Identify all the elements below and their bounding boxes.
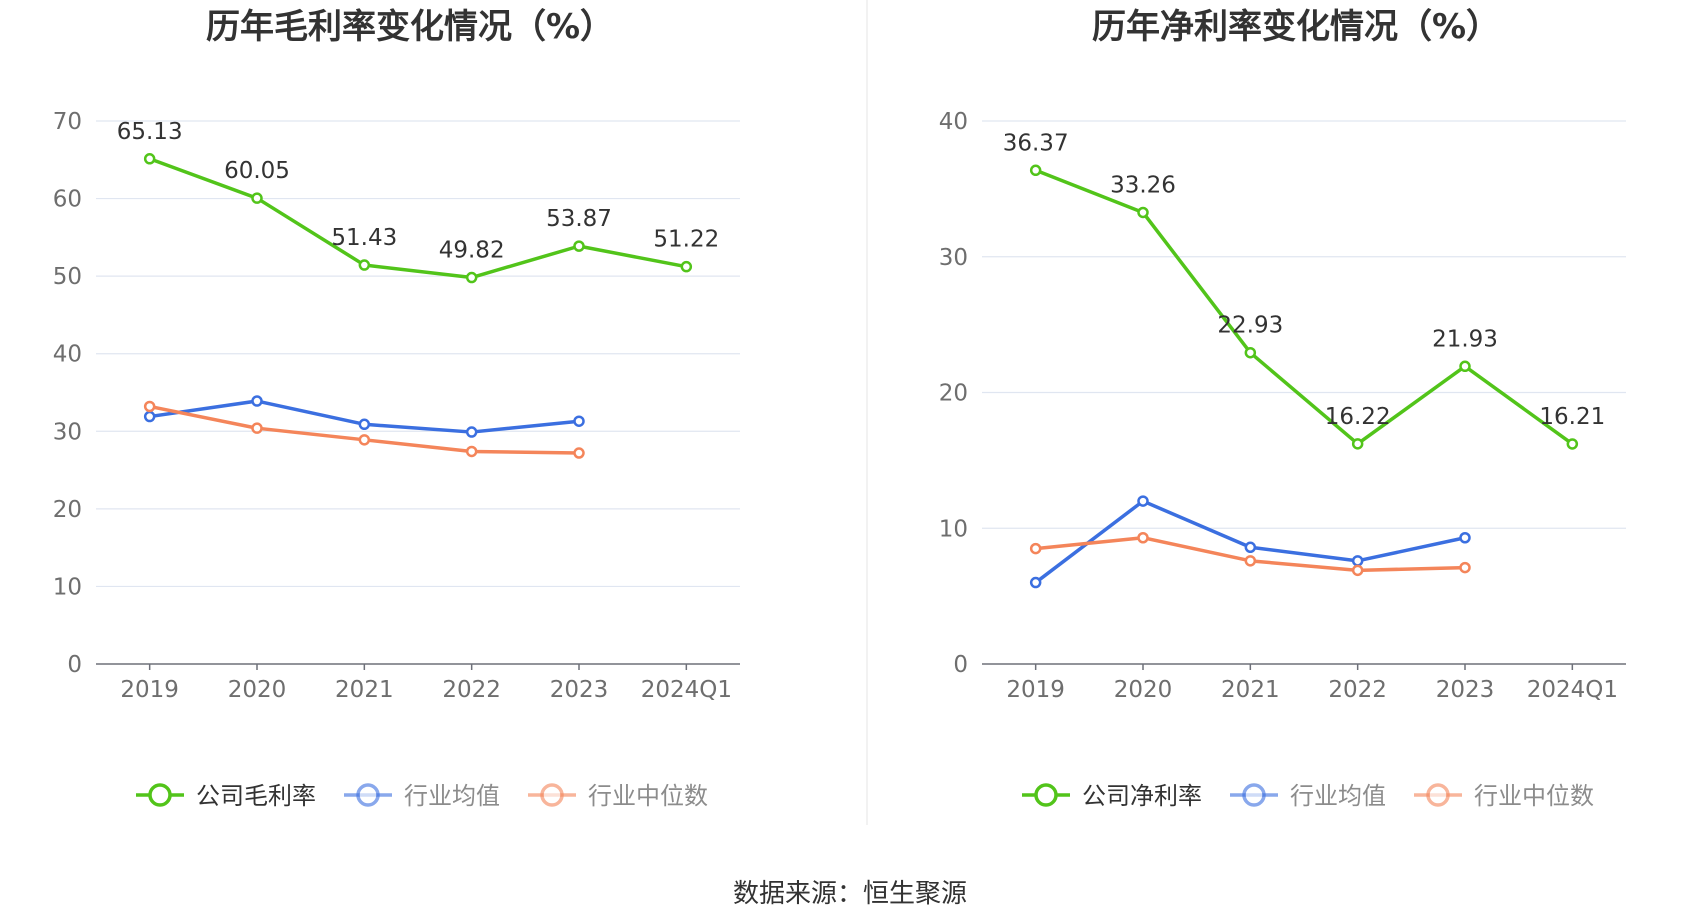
data-label: 51.43 <box>331 225 397 251</box>
data-point[interactable] <box>1244 555 1257 567</box>
y-tick-label: 30 <box>53 419 82 445</box>
data-label: 16.21 <box>1539 404 1605 430</box>
data-point[interactable] <box>1137 532 1149 544</box>
data-point[interactable] <box>1459 561 1471 574</box>
data-label: 36.37 <box>1003 130 1069 156</box>
legend-swatch-marker <box>1242 783 1266 807</box>
data-point[interactable] <box>358 259 371 271</box>
x-tick-label: 2023 <box>1436 677 1495 703</box>
x-tick-label: 2021 <box>335 677 394 703</box>
chart-title: 历年毛利率变化情况（%） <box>206 7 614 47</box>
data-label: 51.22 <box>653 227 719 253</box>
data-point[interactable] <box>1029 164 1042 177</box>
legend-label: 行业中位数 <box>1474 782 1594 810</box>
data-point[interactable] <box>143 153 156 165</box>
legend-item-0[interactable]: 公司毛利率 <box>136 782 316 810</box>
data-point[interactable] <box>573 447 585 459</box>
data-point[interactable] <box>251 192 263 204</box>
data-label: 53.87 <box>546 206 612 232</box>
y-tick-label: 20 <box>939 381 968 407</box>
data-label: 65.13 <box>117 119 183 145</box>
data-label: 16.22 <box>1325 404 1391 430</box>
data-point[interactable] <box>143 400 156 413</box>
x-tick-label: 2021 <box>1221 677 1280 703</box>
data-point[interactable] <box>251 395 263 407</box>
data-point[interactable] <box>251 422 263 434</box>
data-source-note: 数据来源：恒生聚源 <box>733 879 967 909</box>
legend-label: 行业均值 <box>1290 782 1386 810</box>
y-tick-label: 0 <box>953 652 968 678</box>
y-tick-label: 0 <box>67 652 82 678</box>
data-point[interactable] <box>1029 542 1042 555</box>
data-point[interactable] <box>680 260 693 273</box>
data-point[interactable] <box>1566 438 1579 450</box>
data-point[interactable] <box>1244 346 1257 359</box>
data-label: 22.93 <box>1217 313 1283 339</box>
series-line-0 <box>149 157 687 280</box>
legend-item-1[interactable]: 行业均值 <box>1230 782 1386 810</box>
y-tick-label: 40 <box>939 109 968 135</box>
y-tick-label: 60 <box>53 187 82 213</box>
x-tick-label: 2019 <box>1006 677 1065 703</box>
series-line-0 <box>1035 168 1574 446</box>
data-point[interactable] <box>1029 576 1042 589</box>
data-point[interactable] <box>465 445 478 458</box>
data-point[interactable] <box>465 426 478 438</box>
data-point[interactable] <box>465 271 478 284</box>
data-point[interactable] <box>358 418 371 431</box>
x-tick-label: 2019 <box>120 677 179 703</box>
y-tick-label: 10 <box>939 516 968 542</box>
data-point[interactable] <box>1137 495 1149 507</box>
legend-label: 公司净利率 <box>1082 782 1202 810</box>
data-point[interactable] <box>1137 206 1149 219</box>
x-tick-label: 2022 <box>1328 677 1387 703</box>
chart-2: 历年净利率变化情况（%） 0 10 20 30 40 2019 2020 2021 2022 202… <box>939 7 1626 810</box>
data-point[interactable] <box>573 240 585 252</box>
x-tick-label: 2023 <box>550 677 609 703</box>
data-label: 60.05 <box>224 158 290 184</box>
legend-swatch-marker <box>540 783 564 807</box>
x-tick-label: 2020 <box>1114 677 1173 703</box>
y-tick-label: 50 <box>53 264 82 290</box>
y-tick-label: 70 <box>53 109 82 135</box>
data-label: 49.82 <box>439 238 505 264</box>
y-tick-label: 10 <box>53 574 82 600</box>
legend-item-0[interactable]: 公司净利率 <box>1022 782 1202 810</box>
data-label: 33.26 <box>1110 172 1176 198</box>
data-point[interactable] <box>1351 555 1364 567</box>
legend-swatch-marker <box>356 783 380 807</box>
legend-label: 行业中位数 <box>588 782 708 810</box>
legend-item-2[interactable]: 行业中位数 <box>528 782 708 810</box>
y-tick-label: 30 <box>939 245 968 271</box>
data-point[interactable] <box>1459 532 1471 544</box>
data-point[interactable] <box>143 410 156 423</box>
y-tick-label: 40 <box>53 342 82 368</box>
x-tick-label: 2024Q1 <box>641 677 732 703</box>
legend-label: 行业均值 <box>404 782 500 810</box>
data-point[interactable] <box>1244 541 1257 554</box>
legend-swatch-marker <box>148 783 172 807</box>
legend-swatch-marker <box>1426 783 1450 807</box>
legend-item-2[interactable]: 行业中位数 <box>1414 782 1594 810</box>
x-tick-label: 2022 <box>442 677 501 703</box>
x-tick-label: 2024Q1 <box>1527 677 1618 703</box>
legend-item-1[interactable]: 行业均值 <box>344 782 500 810</box>
chart-1: 历年毛利率变化情况（%） 0 10 20 30 40 50 60 70 2019 2020 2021 2… <box>53 7 740 810</box>
legend-swatch-marker <box>1034 783 1058 807</box>
chart-title: 历年净利率变化情况（%） <box>1092 7 1500 47</box>
y-tick-label: 20 <box>53 497 82 523</box>
data-point[interactable] <box>573 415 585 427</box>
data-label: 21.93 <box>1432 326 1498 352</box>
data-point[interactable] <box>1459 360 1471 373</box>
data-point[interactable] <box>358 434 371 446</box>
data-point[interactable] <box>1351 438 1364 450</box>
legend-label: 公司毛利率 <box>196 782 316 810</box>
x-tick-label: 2020 <box>228 677 287 703</box>
data-point[interactable] <box>1351 564 1364 577</box>
